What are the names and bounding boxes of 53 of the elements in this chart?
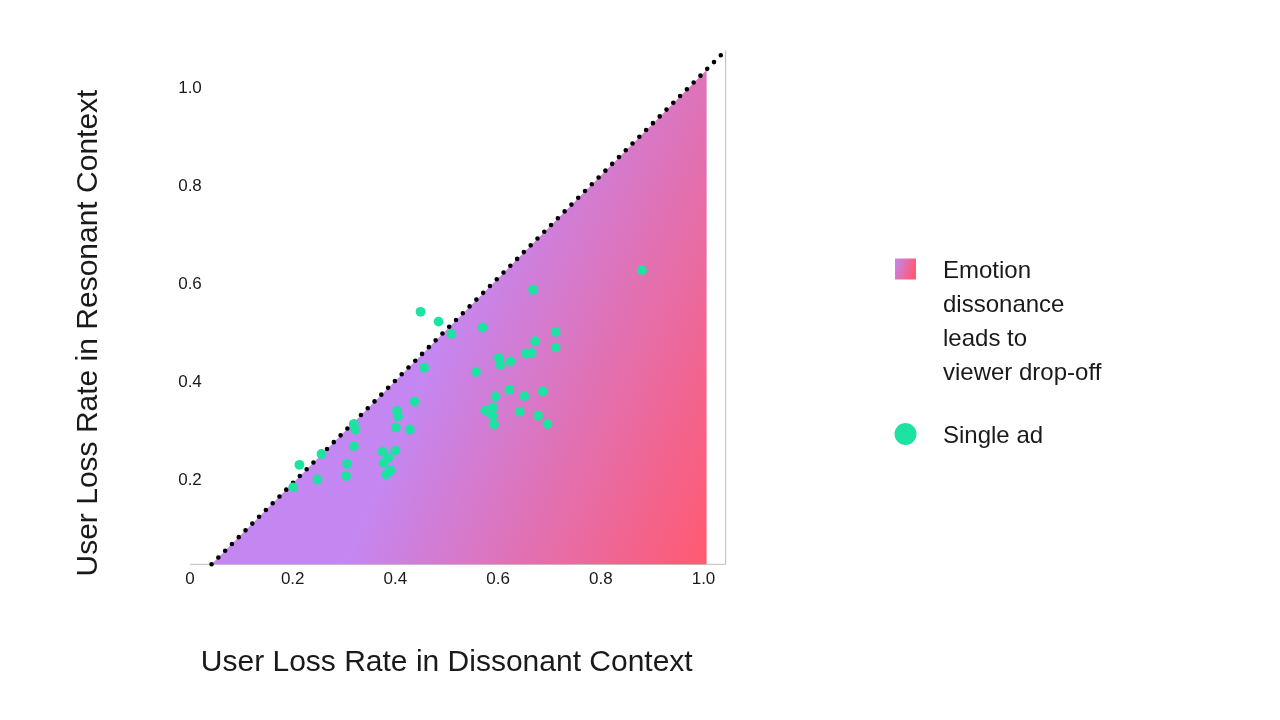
x-tick-label: 1.0 — [691, 568, 716, 588]
point — [495, 359, 506, 370]
point — [477, 322, 488, 333]
point — [528, 284, 538, 295]
point — [471, 367, 481, 378]
x-tick-label: 0.2 — [280, 568, 305, 588]
point — [550, 342, 561, 353]
x-tick-label: 0.6 — [486, 568, 510, 588]
x-tick-label: 0.4 — [383, 568, 408, 588]
y-tick-label: 1.0 — [178, 78, 202, 98]
point — [341, 471, 352, 481]
point — [537, 386, 548, 397]
point — [504, 384, 515, 395]
y-tick-label: 0.8 — [178, 176, 202, 196]
point — [316, 449, 327, 459]
point — [488, 402, 498, 413]
point — [487, 410, 498, 421]
point — [378, 457, 389, 468]
point — [409, 396, 420, 407]
point — [514, 406, 525, 417]
y-tick-label: 0.4 — [178, 372, 202, 392]
point — [490, 391, 501, 402]
y-tick-label: 0.6 — [178, 274, 202, 294]
point — [294, 459, 305, 470]
point — [505, 356, 516, 367]
y-axis-title: User Loss Rate in Resonant Context — [69, 88, 103, 577]
point — [390, 445, 401, 456]
point — [312, 474, 323, 485]
point — [404, 424, 415, 435]
point — [393, 411, 403, 422]
point — [288, 482, 299, 493]
point — [637, 265, 647, 276]
x-tick-label: 0.8 — [588, 568, 613, 588]
point — [419, 362, 430, 373]
point — [489, 419, 499, 430]
y-tick-label: 0.2 — [178, 470, 202, 490]
legend-label: Single ad — [943, 420, 1044, 448]
legend-label: Emotion dissonance leads to viewer drop-off — [943, 255, 1102, 385]
point — [519, 391, 530, 402]
point — [391, 422, 401, 433]
point — [433, 316, 444, 327]
point — [348, 441, 359, 452]
point — [381, 469, 392, 480]
point — [446, 328, 457, 339]
point — [530, 336, 540, 347]
point — [342, 458, 353, 469]
point — [350, 424, 361, 435]
point — [415, 306, 426, 317]
point — [533, 410, 544, 421]
x-tick-label: 0 — [185, 568, 195, 588]
x-axis-title: User Loss Rate in Dissonant Context — [200, 643, 694, 677]
point — [542, 419, 553, 429]
point — [550, 327, 561, 337]
